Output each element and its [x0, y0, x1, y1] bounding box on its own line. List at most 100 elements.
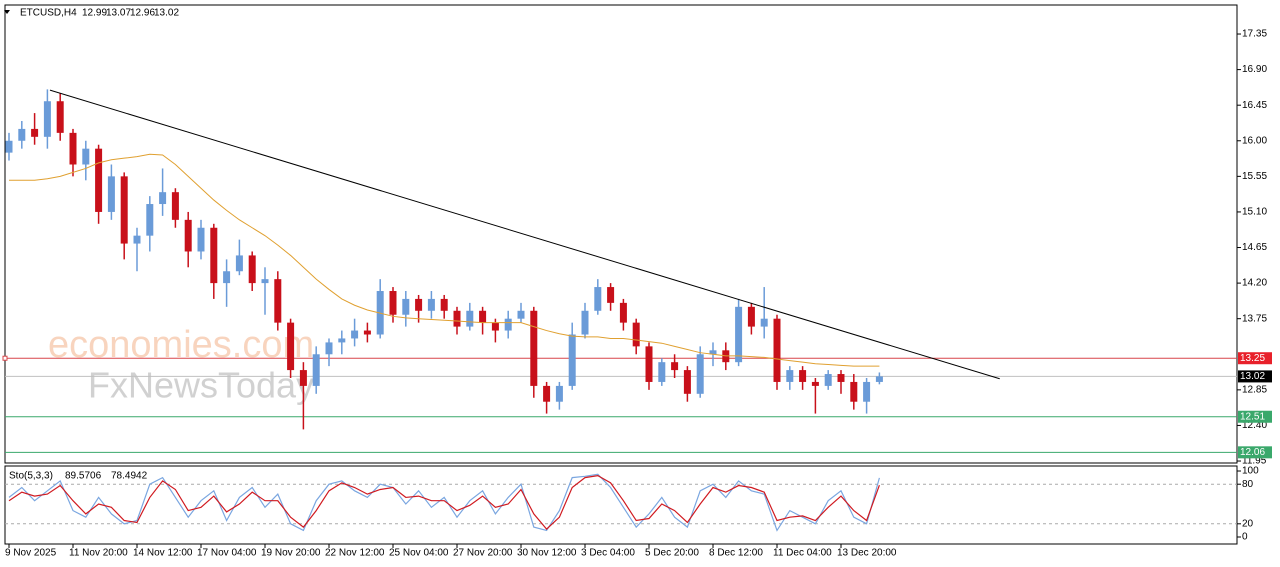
main-plot: [5, 89, 1237, 453]
y-tick-label: 16.90: [1242, 64, 1267, 75]
candle-body: [325, 342, 333, 355]
level-handle: [2, 355, 8, 361]
candle-body: [210, 227, 218, 284]
candle-body: [440, 298, 448, 311]
candle-body: [171, 192, 179, 220]
candle-body: [248, 255, 256, 284]
level-label-box: [1238, 410, 1272, 423]
y-tick-label: 16.45: [1242, 100, 1267, 111]
candle-body: [120, 176, 128, 244]
candle-body: [837, 374, 845, 382]
candle-body: [645, 346, 653, 382]
candle-body: [594, 287, 602, 311]
candle-body: [811, 381, 819, 386]
y-tick-label: 15.10: [1242, 207, 1267, 218]
candle-body: [799, 370, 807, 382]
candle-body: [312, 354, 320, 386]
watermark: FxNewsToday: [88, 365, 314, 406]
y-tick-label: 20: [1242, 518, 1254, 529]
ohlc-value: 13.07: [106, 8, 131, 19]
candle-body: [363, 330, 371, 335]
candle-body: [479, 310, 487, 323]
candle-body: [658, 362, 666, 382]
y-tick-label: 80: [1242, 479, 1254, 490]
y-tick-label: 17.35: [1242, 29, 1267, 40]
y-tick-label: 15.55: [1242, 171, 1267, 182]
candle-body: [274, 279, 282, 323]
candle-body: [786, 370, 794, 382]
candle-body: [338, 338, 346, 343]
candle-body: [415, 298, 423, 311]
osc-value: 78.4942: [111, 471, 148, 482]
candle-body: [555, 385, 563, 402]
candle-body: [133, 235, 141, 244]
candle-body: [850, 381, 858, 402]
x-tick-label: 25 Nov 04:00: [389, 548, 449, 559]
osc-panel-frame: [4, 465, 1238, 545]
osc-title: Sto(5,3,3): [9, 471, 53, 482]
candle-body: [235, 255, 243, 272]
y-tick-label: 14.65: [1242, 242, 1267, 253]
y-tick-label: 16.00: [1242, 135, 1267, 146]
oscillator-line: [8, 475, 880, 530]
x-tick-label: 11 Dec 04:00: [773, 548, 832, 559]
main-panel-frame: [4, 4, 1238, 464]
x-tick-label: 22 Nov 12:00: [325, 548, 385, 559]
x-tick-label: 17 Nov 04:00: [197, 548, 257, 559]
x-tick-label: 19 Nov 20:00: [261, 548, 321, 559]
candle-body: [607, 287, 615, 303]
candle-body: [760, 318, 768, 327]
candle-body: [773, 318, 781, 382]
candle-body: [568, 334, 576, 386]
candle-body: [504, 318, 512, 331]
candle-body: [146, 204, 154, 236]
candle-body: [709, 350, 717, 355]
x-tick-label: 14 Nov 12:00: [133, 548, 193, 559]
candle-body: [427, 298, 435, 311]
osc-value: 89.5706: [65, 471, 102, 482]
x-tick-label: 8 Dec 12:00: [709, 548, 763, 559]
candle-body: [735, 306, 743, 363]
level-label-box: [1238, 352, 1272, 365]
candle-body: [351, 330, 359, 339]
candle-body: [696, 354, 704, 394]
y-tick-label: 100: [1242, 466, 1259, 477]
ohlc-value: 13.02: [154, 8, 179, 19]
ohlc-value: 12.96: [130, 8, 155, 19]
candle-body: [223, 271, 231, 284]
x-tick-label: 11 Nov 20:00: [69, 548, 128, 559]
candle-body: [466, 310, 474, 327]
y-tick-label: 14.20: [1242, 278, 1267, 289]
candle-body: [530, 310, 538, 386]
candle-body: [95, 148, 103, 212]
candle-body: [159, 192, 167, 205]
symbol-title: ETCUSD,H4: [20, 8, 77, 19]
osc-plot: [5, 473, 1237, 532]
y-tick-label: 0: [1242, 532, 1248, 543]
ohlc-value: 12.99: [82, 8, 107, 19]
x-tick-label: 9 Nov 2025: [5, 548, 57, 559]
candle-body: [671, 362, 679, 371]
candle-body: [69, 132, 77, 165]
candle-body: [56, 101, 64, 133]
candle-body: [863, 381, 871, 402]
y-tick-label: 12.40: [1242, 420, 1267, 431]
candle-body: [5, 140, 13, 153]
candle-body: [632, 322, 640, 347]
candle-body: [824, 374, 832, 386]
level-label: 13.02: [1240, 371, 1265, 382]
level-label: 13.25: [1240, 353, 1265, 364]
x-tick-label: 5 Dec 20:00: [645, 548, 699, 559]
candle-body: [683, 370, 691, 394]
watermark: economies.com: [48, 324, 314, 366]
level-label: 12.51: [1240, 411, 1265, 422]
candle-body: [581, 310, 589, 335]
x-tick-label: 27 Nov 20:00: [453, 548, 513, 559]
candle-body: [82, 148, 90, 165]
candle-body: [299, 370, 307, 386]
y-tick-label: 12.85: [1242, 384, 1267, 395]
x-tick-label: 13 Dec 20:00: [837, 548, 897, 559]
oscillator-line: [8, 473, 880, 532]
